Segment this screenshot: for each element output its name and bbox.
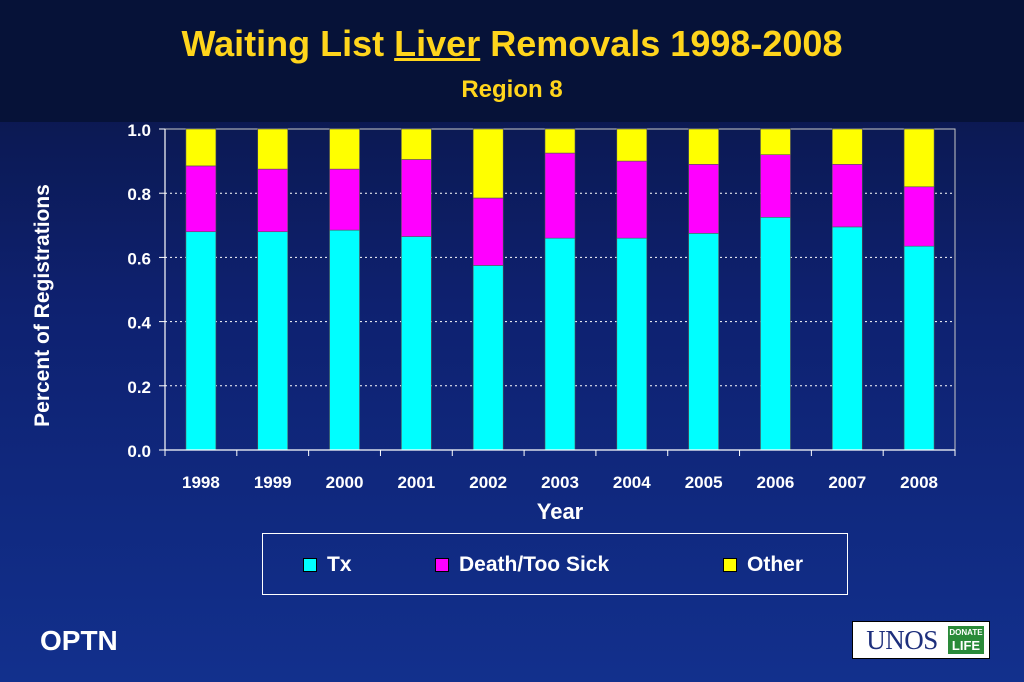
bar-2006-tx bbox=[760, 216, 791, 451]
y-tick-label-0.0: 0.0 bbox=[127, 442, 151, 461]
legend-swatch-death-too-sick bbox=[435, 558, 449, 572]
x-tick-label-2002: 2002 bbox=[469, 473, 507, 492]
x-tick-label-2004: 2004 bbox=[613, 473, 651, 492]
bar-1999-other bbox=[257, 128, 289, 170]
bar-2004-tx bbox=[616, 237, 648, 451]
axes bbox=[159, 128, 956, 456]
y-tick-label-1.0: 1.0 bbox=[127, 121, 151, 140]
legend-swatch-other bbox=[723, 558, 737, 572]
bar-2003-tx bbox=[544, 237, 576, 451]
bar-2000-tx bbox=[329, 229, 360, 451]
x-tick-label-2008: 2008 bbox=[900, 473, 938, 492]
bar-1998-death-too-sick bbox=[185, 165, 217, 233]
bar-2007-other bbox=[831, 128, 863, 165]
legend-label-tx: Tx bbox=[327, 553, 352, 576]
bar-2006-death-too-sick bbox=[760, 154, 791, 218]
donate-life-badge: DONATE LIFE bbox=[947, 625, 985, 655]
legend-label-other: Other bbox=[747, 553, 804, 576]
optn-footer-label: OPTN bbox=[40, 625, 118, 656]
bar-2005-death-too-sick bbox=[688, 164, 719, 234]
bar-2007-death-too-sick bbox=[831, 164, 863, 228]
donate-life-line1: DONATE bbox=[949, 628, 983, 637]
bar-2008-death-too-sick bbox=[903, 186, 935, 247]
bar-2007-tx bbox=[831, 226, 863, 451]
axis-labels: 0.0 0.2 0.4 0.6 0.8 1.0 1998 1999 2000 2001 2002 20… bbox=[31, 121, 938, 524]
x-tick-label-2001: 2001 bbox=[397, 473, 435, 492]
page-title: Waiting List Liver Removals 1998-2008 bbox=[0, 22, 1024, 66]
x-tick-label-2003: 2003 bbox=[541, 473, 579, 492]
bar-2001-other bbox=[401, 128, 432, 160]
x-tick-label-2007: 2007 bbox=[828, 473, 866, 492]
x-tick-label-2000: 2000 bbox=[326, 473, 364, 492]
page-subtitle: Region 8 bbox=[461, 76, 563, 103]
legend-label-death-too-sick: Death/Too Sick bbox=[459, 553, 610, 576]
x-tick-label-1999: 1999 bbox=[254, 473, 292, 492]
bar-2006-other bbox=[760, 128, 791, 155]
y-tick-label-0.4: 0.4 bbox=[127, 314, 151, 333]
y-tick-label-0.6: 0.6 bbox=[127, 249, 151, 268]
bar-2005-tx bbox=[688, 233, 719, 451]
chart-legend: Tx Death/Too Sick Other bbox=[262, 533, 848, 595]
title-part-end: Removals 1998-2008 bbox=[480, 23, 843, 64]
x-tick-label-2005: 2005 bbox=[685, 473, 723, 492]
bar-2002-tx bbox=[472, 265, 504, 451]
y-tick-label-0.2: 0.2 bbox=[127, 378, 151, 397]
y-axis-title: Percent of Registrations bbox=[31, 184, 54, 427]
bar-2002-death-too-sick bbox=[472, 197, 504, 266]
x-axis-title: Year bbox=[537, 499, 584, 524]
donate-life-line2: LIFE bbox=[951, 638, 981, 653]
bars bbox=[185, 128, 935, 451]
bar-2005-other bbox=[688, 128, 719, 165]
bar-2000-death-too-sick bbox=[329, 168, 360, 231]
legend-swatch-tx bbox=[303, 558, 317, 572]
bar-2008-tx bbox=[903, 245, 935, 451]
legend-item-tx: Tx bbox=[303, 553, 352, 577]
unos-logo-text: UNOS bbox=[866, 625, 938, 655]
bar-2003-other bbox=[544, 128, 576, 154]
bar-2001-death-too-sick bbox=[401, 159, 432, 237]
legend-item-other: Other bbox=[723, 553, 803, 577]
bar-1999-death-too-sick bbox=[257, 168, 289, 233]
title-banner bbox=[0, 0, 1024, 122]
title-part-underlined: Liver bbox=[394, 23, 481, 64]
bar-2003-death-too-sick bbox=[544, 152, 576, 239]
unos-donate-life-logo: UNOS DONATE LIFE bbox=[852, 621, 990, 659]
bar-2001-tx bbox=[401, 236, 432, 451]
bar-2004-death-too-sick bbox=[616, 160, 648, 239]
title-part-start: Waiting List bbox=[181, 23, 395, 64]
bar-1998-other bbox=[185, 128, 217, 167]
bar-1998-tx bbox=[185, 231, 217, 451]
bar-2008-other bbox=[903, 128, 935, 188]
bar-1999-tx bbox=[257, 231, 289, 451]
bar-2000-other bbox=[329, 128, 360, 170]
bar-2004-other bbox=[616, 128, 648, 162]
y-tick-label-0.8: 0.8 bbox=[127, 185, 151, 204]
x-tick-label-2006: 2006 bbox=[757, 473, 795, 492]
bar-2002-other bbox=[472, 128, 504, 199]
legend-item-death-too-sick: Death/Too Sick bbox=[435, 553, 609, 577]
x-tick-label-1998: 1998 bbox=[182, 473, 220, 492]
